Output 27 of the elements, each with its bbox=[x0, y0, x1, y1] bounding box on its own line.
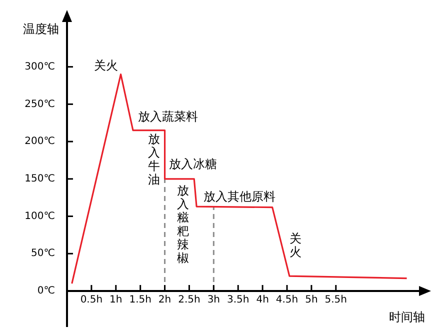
y-tick-label: 250℃ bbox=[24, 98, 55, 110]
x-tick-label: 3.5h bbox=[226, 294, 250, 306]
y-tick-label: 300℃ bbox=[24, 61, 55, 72]
y-axis-title: 温度轴 bbox=[23, 22, 59, 36]
annotation: 放入糍粑辣椒 bbox=[177, 183, 190, 265]
annotation: 放入冰糖 bbox=[168, 157, 217, 172]
x-tick-label: 1.5h bbox=[129, 294, 152, 306]
annotation: 放入牛油 bbox=[148, 132, 160, 187]
y-tick-label: 200℃ bbox=[24, 136, 55, 148]
x-tick-label: 0.5h bbox=[80, 294, 103, 306]
x-tick-label: 3h bbox=[207, 294, 220, 306]
x-tick-label: 5.5h bbox=[324, 294, 348, 306]
x-tick-label: 4h bbox=[256, 294, 269, 306]
x-tick-label: 2h bbox=[158, 294, 172, 306]
x-axis-title: 时间轴 bbox=[389, 310, 425, 324]
x-tick-label: 1h bbox=[110, 294, 122, 306]
x-tick-label: 2.5h bbox=[178, 294, 200, 306]
annotation: 关火 bbox=[289, 232, 302, 260]
x-tick-label: 5h bbox=[305, 294, 318, 306]
x-tick-label: 4.5h bbox=[276, 294, 298, 306]
y-tick-label: 100℃ bbox=[24, 210, 55, 222]
y-tick-label: 50℃ bbox=[31, 248, 55, 260]
annotation: 关火 bbox=[94, 58, 118, 72]
y-tick-label: 150℃ bbox=[24, 174, 55, 185]
annotation: 放入蔬菜料 bbox=[138, 109, 198, 124]
y-tick-label: 0℃ bbox=[37, 286, 55, 297]
annotation: 放入其他原料 bbox=[204, 190, 276, 204]
